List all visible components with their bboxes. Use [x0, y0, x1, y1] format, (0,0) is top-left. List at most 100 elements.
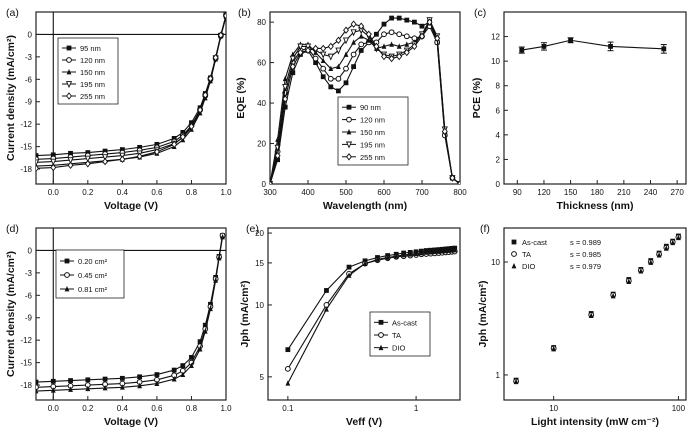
- data-point: [102, 376, 108, 382]
- data-point: [171, 367, 177, 373]
- data-point: [358, 41, 365, 48]
- data-point: [413, 250, 419, 257]
- y-tick-label: 0: [28, 30, 33, 39]
- x-tick-label: 0.6: [151, 404, 163, 413]
- legend: As-cast s = 0.989 TA s = 0.985 DIO s = 0.979: [511, 238, 601, 271]
- legend-label: 255 nm: [80, 92, 105, 101]
- plot-data: [36, 12, 226, 173]
- legend-item: DIO s = 0.979: [511, 262, 601, 271]
- data-point: [396, 52, 403, 61]
- legend: As-cast TA DIO: [369, 311, 431, 357]
- data-point: [588, 312, 594, 319]
- data-point: [428, 249, 434, 255]
- data-point: [101, 154, 109, 162]
- series-0: [518, 37, 667, 54]
- y-tick-label: 80: [257, 18, 266, 27]
- x-tick-label: 0.2: [82, 188, 94, 197]
- legend-label: 0.20 cm²: [78, 257, 108, 266]
- slope-label: s = 0.979: [570, 262, 601, 271]
- data-point: [171, 140, 178, 149]
- data-point: [171, 135, 177, 141]
- panel-b: (b) 300 400 500 600 700 800 0 20 40 60 80 Wavelength…: [235, 7, 467, 212]
- x-tick-label: 500: [339, 188, 353, 197]
- data-point: [404, 17, 410, 23]
- data-point: [50, 387, 56, 393]
- legend-label: TA: [522, 250, 531, 259]
- data-point: [282, 95, 289, 103]
- y-tick-label: 4: [496, 131, 501, 140]
- y-tick-label: 20: [257, 140, 266, 149]
- data-point: [551, 345, 557, 352]
- data-point: [84, 155, 91, 163]
- data-point: [119, 384, 125, 390]
- legend-label: 120 nm: [80, 56, 105, 65]
- y-tick-label: 10: [491, 57, 500, 66]
- legend-label: 150 nm: [80, 68, 105, 77]
- legend-marker: [346, 104, 352, 110]
- x-tick-label: 120: [537, 188, 551, 197]
- y-tick-label: -15: [20, 143, 32, 152]
- y-tick-label: 1: [496, 371, 501, 380]
- data-point: [216, 254, 222, 261]
- data-point: [68, 386, 73, 392]
- data-point: [213, 277, 219, 283]
- data-point: [350, 20, 357, 28]
- data-point: [393, 253, 399, 259]
- data-point: [171, 376, 177, 382]
- data-point: [342, 37, 350, 45]
- x-tick-label: 800: [453, 188, 467, 197]
- data-point: [305, 46, 311, 55]
- plot-frame: [35, 11, 227, 185]
- data-point: [202, 328, 208, 334]
- x-tick-label: 0.1: [282, 404, 294, 413]
- data-point: [297, 43, 304, 51]
- data-point: [102, 385, 108, 391]
- data-point: [403, 48, 410, 57]
- legend-marker: [346, 116, 352, 123]
- legend-marker: [378, 332, 384, 338]
- y-tick-label: 0: [496, 180, 501, 189]
- legend: 90 nm 120 nm 150 nm 195 nm 255 nm: [337, 96, 409, 166]
- data-point: [343, 51, 349, 57]
- legend-item: As-cast s = 0.989: [511, 238, 601, 247]
- x-axis-title: Wavelength (nm): [323, 200, 407, 212]
- panel-label: (c): [474, 7, 486, 19]
- data-point: [212, 53, 219, 62]
- data-point: [608, 44, 613, 49]
- data-point: [381, 21, 387, 27]
- plot-frame: [503, 11, 687, 185]
- legend-marker: [66, 57, 72, 63]
- x-tick-label: 1: [414, 404, 419, 413]
- legend-item: 0.45 cm²: [60, 271, 108, 280]
- data-point: [136, 152, 143, 161]
- x-tick-label: 0.4: [117, 188, 129, 197]
- legend-item: 195 nm: [62, 80, 105, 89]
- legend-marker: [66, 69, 72, 75]
- y-tick-label: -3: [25, 53, 33, 62]
- legend-label: 255 nm: [360, 153, 385, 162]
- y-tick-label: -12: [20, 120, 32, 129]
- x-axis-title: Voltage (V): [104, 200, 158, 212]
- legend-marker: [378, 319, 384, 325]
- legend-label: As-cast: [392, 318, 418, 327]
- data-point: [197, 106, 204, 114]
- data-point: [381, 52, 387, 61]
- x-tick-label: 240: [644, 188, 658, 197]
- y-tick-label: 40: [257, 99, 266, 108]
- data-point: [179, 133, 186, 141]
- data-point: [381, 31, 387, 38]
- data-point: [401, 251, 407, 258]
- data-point: [346, 264, 352, 270]
- data-point: [373, 42, 380, 51]
- data-point: [443, 247, 449, 254]
- data-point: [85, 385, 91, 392]
- data-point: [412, 19, 417, 25]
- data-point: [50, 163, 57, 172]
- data-point: [180, 130, 186, 135]
- data-point: [68, 150, 73, 156]
- legend-marker: [378, 344, 384, 351]
- data-point: [189, 120, 194, 126]
- data-point: [327, 53, 334, 61]
- data-point: [202, 91, 209, 99]
